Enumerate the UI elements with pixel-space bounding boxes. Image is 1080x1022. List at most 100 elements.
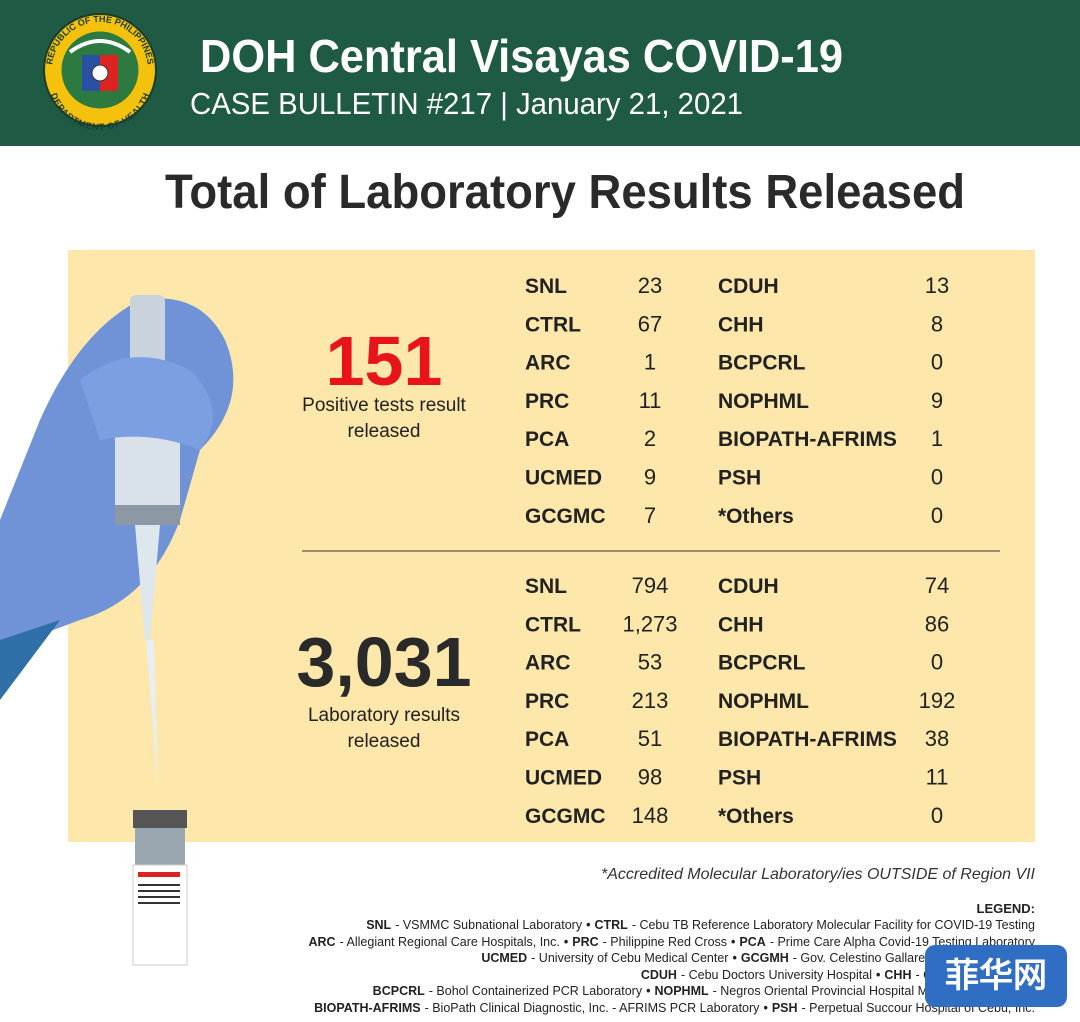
header-band [0, 0, 1080, 146]
lab-count: 13 [925, 273, 949, 298]
legend-abbr: CDUH [641, 968, 677, 982]
lab-name: BCPCRL [718, 352, 806, 375]
lab-count: 1,273 [622, 611, 677, 636]
legend-abbr: BIOPATH-AFRIMS [314, 1001, 420, 1015]
lab-count: 11 [926, 765, 949, 790]
watermark-text: 菲华网 [945, 957, 1047, 995]
legend-separator: • [763, 1001, 767, 1015]
lab-count: 2 [644, 426, 656, 451]
logo: REPUBLIC OF THE PHILIPPINES DEPARTMENT O… [43, 13, 157, 132]
lab-name: CDUH [718, 275, 779, 298]
legend-desc: - University of Cebu Medical Center [531, 951, 728, 965]
lab-count: 23 [638, 273, 662, 298]
lab-count: 38 [925, 726, 949, 751]
legend-abbr: BCPCRL [373, 984, 425, 998]
lab-count: 0 [931, 803, 943, 828]
legend-desc: - BioPath Clinical Diagnostic, Inc. - AF… [425, 1001, 761, 1015]
legend-line: ARC - Allegiant Regional Care Hospitals, … [309, 935, 1036, 949]
legend-title: LEGEND: [977, 901, 1036, 916]
lab-name: PSH [718, 467, 761, 490]
lab-name: CHH [718, 313, 764, 336]
lab-name: SNL [525, 575, 567, 598]
lab-count: 67 [638, 311, 662, 336]
heading: Total of Laboratory Results Released [165, 166, 965, 219]
lab-count: 794 [632, 573, 669, 598]
lab-count: 0 [931, 650, 943, 675]
legend-desc: - Bohol Containerized PCR Laboratory [429, 984, 643, 998]
section-total: 3,031 [296, 623, 471, 701]
lab-count: 98 [638, 765, 662, 790]
lab-name: *Others [718, 505, 794, 528]
lab-count: 192 [919, 688, 956, 713]
lab-name: *Others [718, 805, 794, 828]
legend-line: BIOPATH-AFRIMS - BioPath Clinical Diagnos… [314, 1001, 1035, 1015]
lab-name: UCMED [525, 767, 602, 790]
lab-name: PSH [718, 767, 761, 790]
lab-name: PCA [525, 428, 569, 451]
lab-count: 1 [644, 350, 656, 375]
lab-count: 0 [931, 465, 943, 490]
lab-name: BCPCRL [718, 652, 806, 675]
legend-abbr: SNL [366, 918, 391, 932]
lab-name: GCGMC [525, 505, 606, 528]
legend-abbr: PRC [572, 935, 598, 949]
lab-count: 148 [632, 803, 669, 828]
legend-separator: • [564, 935, 568, 949]
legend-abbr: GCGMH [741, 951, 789, 965]
legend-abbr: CHH [884, 968, 911, 982]
lab-name: NOPHML [718, 390, 809, 413]
lab-count: 51 [638, 726, 662, 751]
lab-name: UCMED [525, 467, 602, 490]
lab-count: 7 [644, 503, 656, 528]
lab-count: 11 [639, 388, 662, 413]
legend-separator: • [876, 968, 880, 982]
lab-name: PCA [525, 728, 569, 751]
legend-abbr: PCA [739, 935, 765, 949]
lab-name: CDUH [718, 575, 779, 598]
lab-name: ARC [525, 652, 571, 675]
pipette-illustration [0, 295, 234, 966]
legend-abbr: ARC [309, 935, 336, 949]
lab-count: 0 [931, 350, 943, 375]
section-caption: released [348, 731, 421, 752]
lab-name: CTRL [525, 613, 581, 636]
legend-abbr: NOPHML [654, 984, 709, 998]
lab-name: GCGMC [525, 805, 606, 828]
legend-separator: • [732, 951, 736, 965]
lab-count: 213 [632, 688, 669, 713]
legend-desc: - VSMMC Subnational Laboratory [395, 918, 583, 932]
header-subtitle: CASE BULLETIN #217 | January 21, 2021 [190, 86, 743, 121]
legend-desc: - Cebu Doctors University Hospital [681, 968, 872, 982]
lab-name: NOPHML [718, 690, 809, 713]
header-title: DOH Central Visayas COVID-19 [200, 30, 843, 82]
lab-count: 0 [931, 503, 943, 528]
lab-count: 86 [925, 611, 949, 636]
footnote: *Accredited Molecular Laboratory/ies OUT… [601, 866, 1036, 883]
legend-separator: • [731, 935, 735, 949]
lab-count: 74 [925, 573, 949, 598]
legend-abbr: PSH [772, 1001, 798, 1015]
lab-name: CHH [718, 613, 764, 636]
section-caption: Laboratory results [308, 705, 460, 726]
lab-count: 9 [931, 388, 943, 413]
legend-separator: • [586, 918, 590, 932]
legend-abbr: CTRL [594, 918, 628, 932]
lab-name: BIOPATH-AFRIMS [718, 428, 897, 451]
lab-name: ARC [525, 352, 571, 375]
lab-count: 53 [638, 650, 662, 675]
lab-name: PRC [525, 690, 569, 713]
section-caption: released [348, 421, 421, 442]
section-total: 151 [326, 322, 443, 400]
lab-name: CTRL [525, 313, 581, 336]
legend-line: SNL - VSMMC Subnational Laboratory • CTRL - … [366, 918, 1035, 932]
legend-separator: • [646, 984, 650, 998]
lab-name: BIOPATH-AFRIMS [718, 728, 897, 751]
lab-count: 1 [931, 426, 943, 451]
lab-count: 9 [644, 465, 656, 490]
lab-name: PRC [525, 390, 569, 413]
lab-count: 8 [931, 311, 943, 336]
results-panel [68, 250, 1035, 842]
section-caption: Positive tests result [302, 395, 466, 416]
legend-desc: - Allegiant Regional Care Hospitals, Inc… [340, 935, 560, 949]
